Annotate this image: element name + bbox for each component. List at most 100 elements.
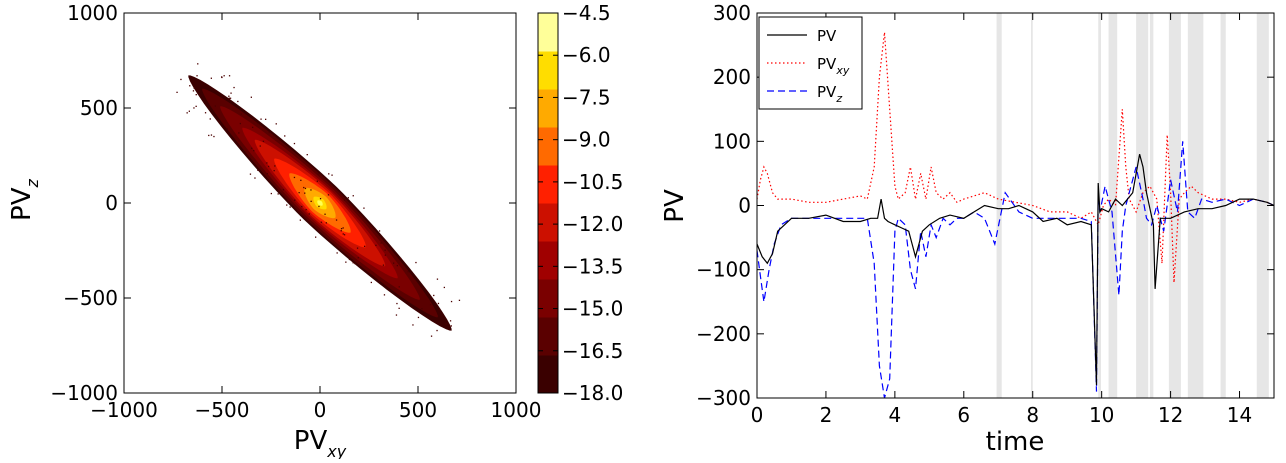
- outlier-point: [310, 200, 312, 202]
- outlier-point: [189, 85, 191, 87]
- line-frame: [756, 12, 1275, 399]
- shaded-interval: [1136, 13, 1149, 398]
- colorbar: −4.5 −6.0 −7.5 −9.0 −10.5 −12.0 −13.5 −15.0 −16.…: [537, 1, 623, 405]
- outlier-point: [398, 286, 400, 288]
- x-tick-label: 0: [751, 403, 764, 427]
- contour-level: [317, 200, 323, 206]
- outlier-point: [308, 213, 310, 215]
- legend-box: [758, 16, 863, 110]
- colorbar-band: [538, 279, 558, 318]
- outlier-point: [398, 307, 400, 309]
- outlier-point: [347, 197, 349, 199]
- heatmap-y-label: PVz: [7, 178, 42, 220]
- outlier-point: [325, 222, 327, 224]
- outlier-point: [399, 257, 402, 259]
- colorbar-tick-label: −13.5: [562, 254, 623, 278]
- colorbar-tick-label: −15.0: [562, 297, 623, 321]
- colorbar-band: [538, 13, 558, 52]
- outlier-point: [277, 193, 279, 195]
- outlier-point: [429, 304, 432, 306]
- outlier-point: [223, 75, 225, 77]
- outlier-point: [396, 302, 398, 305]
- outlier-point: [193, 107, 195, 109]
- shaded-interval: [1256, 13, 1269, 398]
- outlier-point: [204, 112, 207, 114]
- outlier-point: [382, 264, 385, 266]
- outlier-point: [318, 205, 320, 208]
- outlier-point: [197, 63, 199, 65]
- x-tick-label: 10: [1089, 403, 1114, 427]
- colorbar-band: [538, 203, 558, 242]
- outlier-point: [450, 325, 452, 327]
- outlier-point: [213, 135, 215, 138]
- outlier-point: [345, 261, 347, 263]
- outlier-point: [342, 233, 344, 235]
- shaded-interval: [1168, 13, 1181, 398]
- outlier-point: [375, 244, 377, 246]
- y-tick-label: −1000: [50, 381, 118, 405]
- outlier-point: [298, 192, 300, 194]
- outlier-point: [357, 257, 359, 259]
- outlier-point: [310, 189, 312, 191]
- outlier-point: [228, 97, 230, 99]
- legend-label: PV: [817, 27, 837, 45]
- outlier-point: [245, 151, 247, 153]
- outlier-point: [221, 76, 223, 78]
- outlier-point: [407, 271, 409, 273]
- y-tick-label: 0: [105, 191, 118, 215]
- outlier-point: [209, 118, 211, 120]
- y-tick-label: 200: [713, 65, 751, 89]
- x-tick-label: 14: [1227, 403, 1252, 427]
- outlier-point: [229, 97, 232, 99]
- colorbar-tick-label: −18.0: [562, 381, 623, 405]
- outlier-point: [304, 192, 306, 194]
- outlier-point: [336, 252, 338, 254]
- outlier-point: [274, 165, 276, 167]
- outlier-point: [180, 78, 182, 81]
- outlier-point: [354, 262, 356, 265]
- series-line: [757, 154, 1274, 386]
- shaded-interval: [1187, 13, 1204, 398]
- outlier-point: [262, 140, 265, 142]
- outlier-point: [293, 142, 296, 145]
- outlier-point: [352, 262, 354, 264]
- outlier-point: [306, 154, 308, 156]
- outlier-point: [251, 147, 253, 149]
- outlier-point: [303, 186, 305, 189]
- outlier-point: [343, 234, 346, 236]
- outlier-point: [254, 177, 256, 179]
- outlier-point: [286, 204, 288, 206]
- outlier-point: [259, 145, 261, 147]
- line-series: [757, 32, 1274, 398]
- outlier-point: [237, 100, 239, 103]
- colorbar-band: [538, 241, 558, 280]
- outlier-point: [270, 192, 272, 195]
- outlier-point: [273, 134, 275, 137]
- outlier-point: [226, 128, 228, 130]
- x-tick-label: −500: [195, 398, 250, 422]
- outlier-point: [238, 140, 240, 142]
- outlier-point: [294, 199, 296, 201]
- outlier-point: [228, 95, 230, 97]
- colorbar-tick-label: −10.5: [562, 170, 623, 194]
- y-tick-label: 1000: [67, 1, 118, 25]
- outlier-point: [433, 294, 435, 297]
- outlier-point: [196, 75, 198, 77]
- x-tick-label: 6: [957, 403, 970, 427]
- colorbar-band: [538, 89, 558, 128]
- outlier-point: [268, 165, 270, 168]
- outlier-point: [239, 122, 241, 125]
- outlier-point: [260, 118, 262, 120]
- outlier-point: [299, 219, 301, 221]
- outlier-point: [275, 123, 277, 125]
- outlier-point: [340, 228, 343, 230]
- outlier-point: [214, 105, 216, 107]
- outlier-point: [301, 205, 303, 208]
- x-tick-label: 500: [399, 398, 437, 422]
- outlier-point: [250, 96, 252, 98]
- colorbar-tick-label: −12.0: [562, 212, 623, 236]
- outlier-point: [193, 87, 195, 89]
- colorbar-tick-label: −4.5: [562, 1, 611, 25]
- outlier-point: [363, 207, 365, 209]
